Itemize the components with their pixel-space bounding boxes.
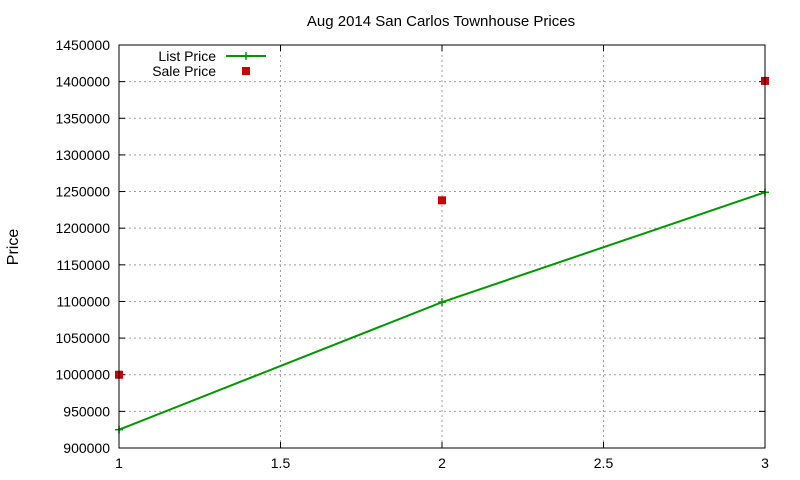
y-tick-label: 1050000 [55, 330, 110, 346]
x-tick-label: 1.5 [271, 455, 291, 471]
y-tick-label: 1000000 [55, 367, 110, 383]
legend-label-list-price: List Price [158, 48, 216, 64]
y-tick-label: 1100000 [57, 293, 111, 309]
x-tick-label: 2 [438, 455, 446, 471]
legend-marker-list-price [242, 52, 250, 60]
y-tick-label: 900000 [63, 440, 110, 456]
grid-lines [119, 45, 765, 448]
axis-ticks: 900000 950000 1000000 1050000 1100000 1150000… [55, 37, 769, 471]
y-tick-label: 1400000 [55, 74, 110, 90]
data-point-list-price [438, 298, 446, 307]
y-tick-label: 1150000 [57, 257, 111, 273]
y-tick-label: 950000 [63, 403, 110, 419]
y-tick-label: 1200000 [55, 220, 110, 236]
legend-square-marker [242, 67, 250, 75]
plot-frame [118, 44, 766, 449]
x-tick-label: 2.5 [594, 455, 614, 471]
data-point-sale-price [438, 196, 446, 205]
legend-plus-marker [242, 52, 250, 60]
legend-marker-sale-price [242, 67, 250, 75]
legend-label-sale-price: Sale Price [152, 63, 216, 79]
x-tick-label: 3 [761, 455, 769, 471]
y-tick-label: 1450000 [55, 37, 110, 53]
chart-title: Aug 2014 San Carlos Townhouse Prices [307, 13, 575, 30]
legend: List Price Sale Price [152, 48, 266, 79]
y-axis-label: Price [5, 229, 22, 266]
y-tick-label: 1250000 [55, 184, 110, 200]
y-tick-label: 1300000 [55, 147, 110, 163]
y-tick-label: 1350000 [55, 110, 110, 126]
x-tick-label: 1 [115, 455, 123, 471]
